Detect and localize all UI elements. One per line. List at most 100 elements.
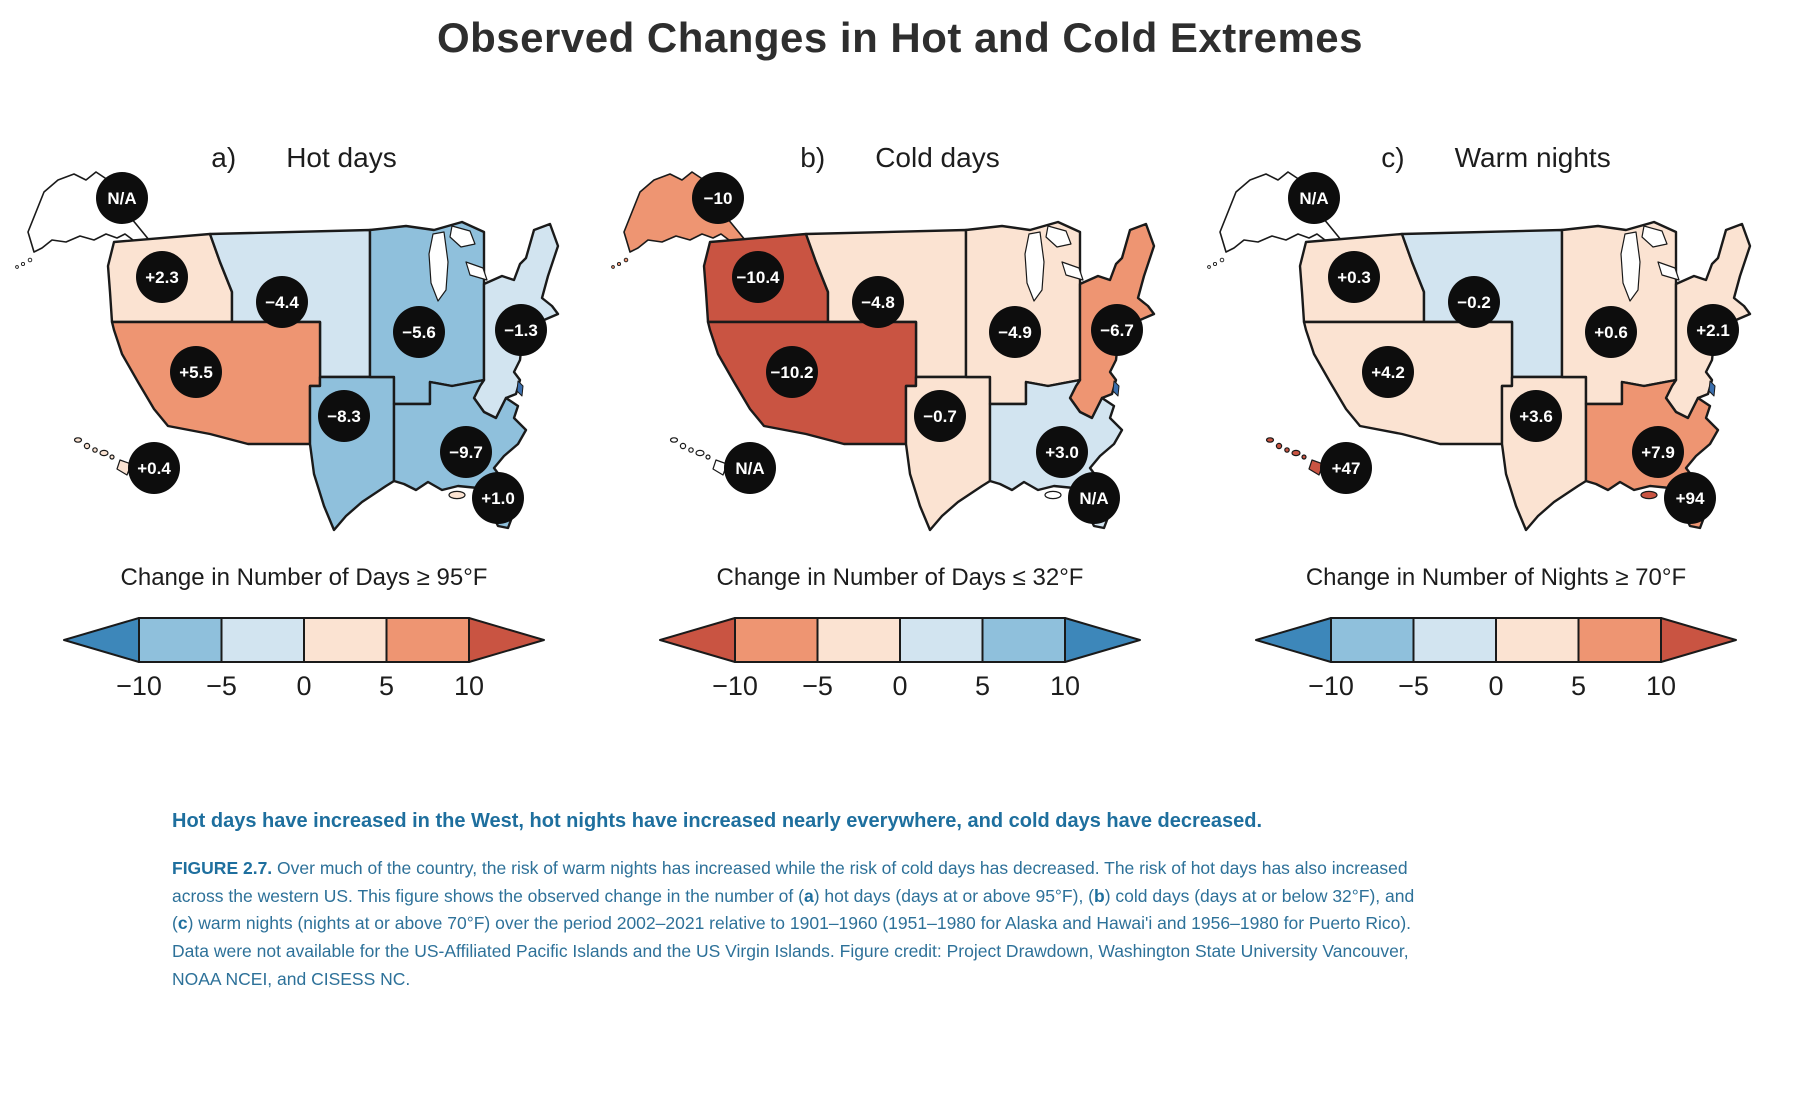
panel-heading: c) Warm nights	[1206, 142, 1786, 174]
value-badge-southwest	[170, 346, 222, 398]
value-badge-text-alaska: −10	[704, 189, 733, 208]
value-badge-text-midwest: −4.9	[998, 323, 1032, 342]
value-badge-hawaii	[1320, 442, 1372, 494]
value-badge-alaska	[692, 172, 744, 224]
value-badge-s_great_plains	[1510, 390, 1562, 442]
lake-michigan	[1024, 231, 1045, 302]
colorbar-segment-1	[220, 617, 305, 663]
colorbar-segment-0	[734, 617, 819, 663]
hawaii-island	[83, 442, 91, 450]
value-badge-southeast	[1632, 426, 1684, 478]
hawaii-island	[1284, 447, 1290, 453]
value-badge-text-alaska: N/A	[1299, 189, 1328, 208]
panel-label: Warm nights	[1454, 142, 1611, 173]
colorbar-segment-0	[138, 617, 223, 663]
lake-erie	[1061, 261, 1084, 281]
colorbar: −10 −5 0 5 10	[659, 617, 1141, 701]
figure-caption: FIGURE 2.7. Over much of the country, th…	[172, 858, 1415, 989]
map-area: c) Warm nights	[1206, 134, 1786, 546]
map-area: b) Cold days	[610, 134, 1190, 546]
aleutian-island	[611, 265, 615, 269]
value-badge-puerto_rico	[472, 472, 524, 524]
puerto-rico-island	[448, 490, 466, 500]
value-badge-text-hawaii: N/A	[735, 459, 764, 478]
colorbar-segment-3	[1577, 617, 1662, 663]
value-badge-text-hawaii: +47	[1332, 459, 1361, 478]
aleutian-island	[27, 257, 33, 263]
colorbar-left-arrow	[1255, 617, 1332, 663]
value-badge-text-s_great_plains: +3.6	[1519, 407, 1553, 426]
value-badge-text-midwest: +0.6	[1594, 323, 1628, 342]
colorbar-tick-label: −10	[712, 671, 758, 701]
value-badge-text-puerto_rico: +1.0	[481, 489, 515, 508]
value-badge-hawaii	[724, 442, 776, 494]
value-badge-text-n_great_plains: −4.8	[861, 293, 895, 312]
value-badge-puerto_rico	[1664, 472, 1716, 524]
colorbar-segment-3	[981, 617, 1066, 663]
value-badge-text-southwest: −10.2	[770, 363, 813, 382]
colorbar-tick-label: 0	[892, 671, 907, 701]
aleutian-island	[1212, 261, 1218, 267]
hawaii-island	[109, 454, 115, 460]
us-map: N/A +0.3 −0.2 +0.6 +2.1 +4.2 +3.6 +7.9 +47 +94	[1207, 171, 1752, 532]
value-badge-text-alaska: N/A	[107, 189, 136, 208]
panel-heading: b) Cold days	[610, 142, 1190, 174]
colorbar-segment-1	[816, 617, 901, 663]
puerto-rico-island	[1640, 490, 1658, 500]
colorbar-tick-label: −5	[802, 671, 833, 701]
value-badge-s_great_plains	[914, 390, 966, 442]
panel-letter: b)	[800, 142, 826, 173]
lake-michigan	[1620, 231, 1641, 302]
value-badge-alaska	[1288, 172, 1340, 224]
panel-heading: a) Hot days	[14, 142, 594, 174]
value-badge-text-puerto_rico: N/A	[1079, 489, 1108, 508]
colorbar-tick-label: 5	[1571, 671, 1586, 701]
figure-headline: Hot days have increased in the West, hot…	[172, 810, 1263, 832]
value-badge-northeast	[1091, 304, 1143, 356]
hawaii-island	[679, 442, 687, 450]
value-badge-text-northwest: −10.4	[736, 268, 780, 287]
colorbar-segment-2	[303, 617, 388, 663]
colorbar-tick-label: −10	[1308, 671, 1354, 701]
badge-layer: N/A +2.3 −4.4 −5.6 −1.3 +5.5 −8.3 −9.7 +0.4 +1.0	[96, 172, 547, 524]
value-badge-text-midwest: −5.6	[402, 323, 436, 342]
colorbar-right-arrow	[1064, 617, 1141, 663]
colorbar-tick-label: 0	[296, 671, 311, 701]
value-badge-southwest	[766, 346, 818, 398]
colorbar-tick-label: 5	[975, 671, 990, 701]
value-badge-northwest	[136, 251, 188, 303]
legend: Change in Number of Days ≥ 95°F −10 −5 0 5 1…	[49, 564, 559, 702]
us-map: N/A +2.3 −4.4 −5.6 −1.3 +5.5 −8.3 −9.7 +0.4 +1.0	[15, 171, 560, 532]
value-badge-text-n_great_plains: −4.4	[265, 293, 299, 312]
aleutian-island	[15, 265, 19, 269]
value-badge-text-southeast: −9.7	[449, 443, 483, 462]
value-badge-text-northeast: +2.1	[1696, 321, 1730, 340]
legend-title: Change in Number of Days ≥ 95°F	[120, 564, 488, 591]
chesapeake-bay-water	[516, 380, 524, 397]
value-badge-n_great_plains	[256, 276, 308, 328]
value-badge-text-s_great_plains: −0.7	[923, 407, 957, 426]
colorbar: −10 −5 0 5 10	[63, 617, 545, 701]
colorbar-segment-0	[1330, 617, 1415, 663]
hawaii-island	[688, 447, 694, 453]
value-badge-northwest	[1328, 251, 1380, 303]
panel-label: Hot days	[286, 142, 397, 173]
map-panel: a) Hot days	[10, 134, 598, 702]
colorbar-left-arrow	[659, 617, 736, 663]
chesapeake-bay-water	[1112, 380, 1120, 397]
lake-erie	[1657, 261, 1680, 281]
value-badge-alaska	[96, 172, 148, 224]
hawaii-island	[99, 449, 109, 457]
colorbar-segment-1	[1412, 617, 1497, 663]
colorbar-tick-label: −5	[206, 671, 237, 701]
value-badge-s_great_plains	[318, 390, 370, 442]
value-badge-text-northwest: +2.3	[145, 268, 179, 287]
value-badge-southeast	[1036, 426, 1088, 478]
value-badge-midwest	[393, 306, 445, 358]
lake-huron	[1641, 225, 1668, 248]
value-badge-northeast	[495, 304, 547, 356]
value-badge-text-puerto_rico: +94	[1676, 489, 1705, 508]
badge-layer: N/A +0.3 −0.2 +0.6 +2.1 +4.2 +3.6 +7.9 +47 +94	[1288, 172, 1739, 524]
hawaii-island	[669, 437, 679, 443]
value-badge-northeast	[1687, 304, 1739, 356]
